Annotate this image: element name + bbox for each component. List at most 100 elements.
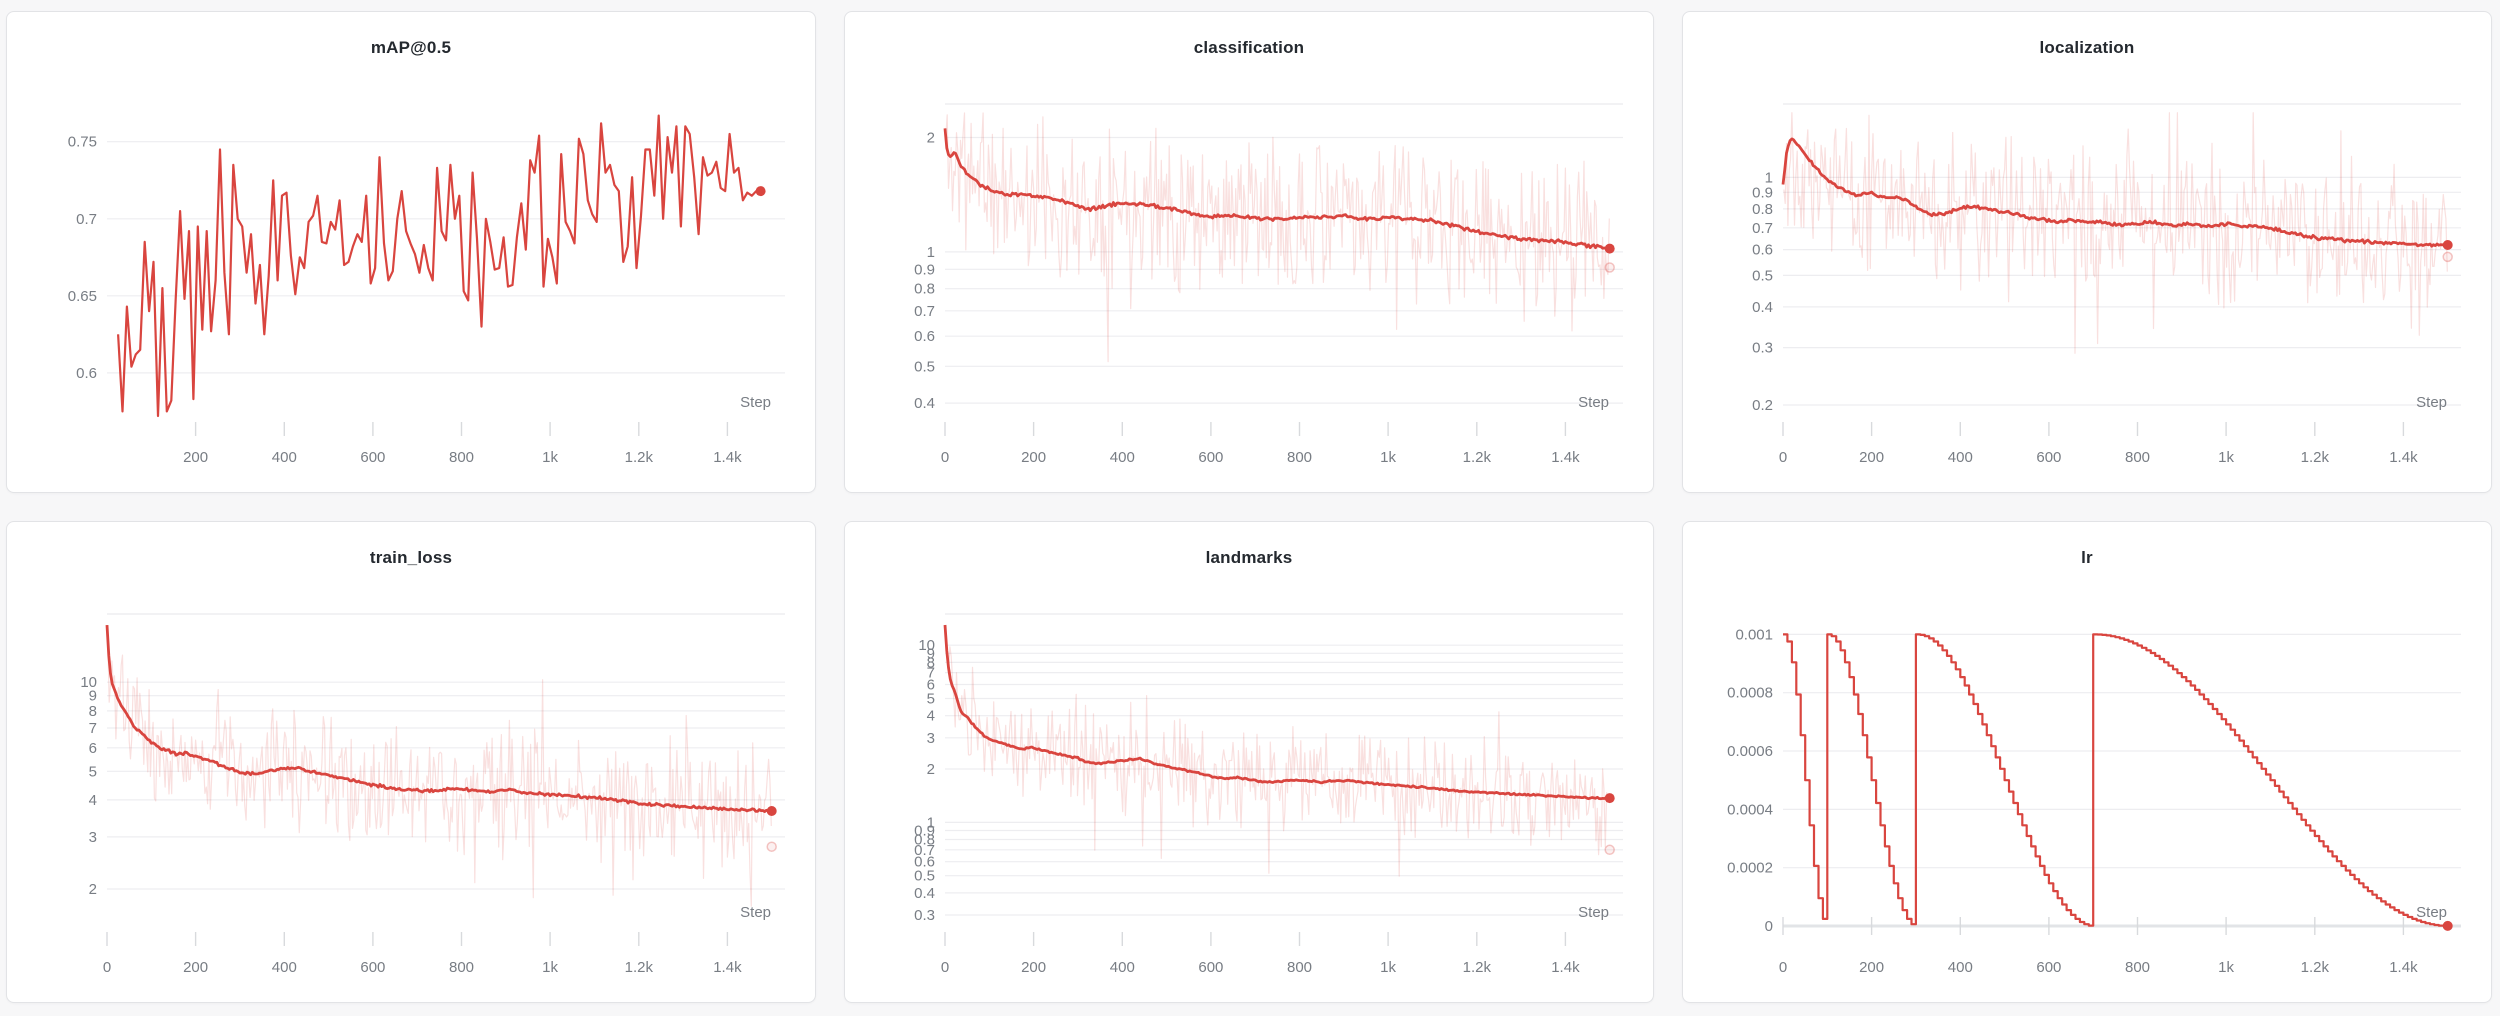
chart-canvas-map05[interactable]: 0.6 0.65 0.7 0.75 200 400 600 800 1k 1.2k 1.4k Step — [7, 12, 815, 492]
x-tick-label: 1k — [2218, 449, 2234, 466]
chart-panel-train-loss[interactable]: train_loss 10 9 8 7 6 5 4 3 2 0 200 400 600 800 1k 1.2k… — [6, 521, 816, 1003]
chart-panel-map05[interactable]: mAP@0.5 0.6 0.65 0.7 0.75 200 400 600 800 1k 1.2k… — [6, 11, 816, 493]
main-series-path — [943, 624, 1611, 801]
chart-panel-classification[interactable]: classification 2 1 0.9 0.8 0.7 0.6 0.5 0.4 0 200 4… — [844, 11, 1654, 493]
x-tick-label: 1.4k — [2389, 959, 2418, 976]
y-tick-label: 0.0006 — [1727, 743, 1773, 760]
y-tick-label: 0.4 — [914, 885, 935, 902]
chart-panel-landmarks[interactable]: landmarks 10 9 8 7 6 5 4 3 2 1 0.9 0.8 0.7 0.6 0.5 0.4 0… — [844, 521, 1654, 1003]
y-tick-label: 0.9 — [914, 823, 935, 840]
y-tick-label: 9 — [89, 688, 97, 705]
y-tick-label: 2 — [89, 881, 97, 898]
chart-canvas-localization[interactable]: 10.90.8 0.7 0.6 0.5 0.4 0.3 0.2 0 200 400 600 800 1k… — [1683, 12, 2491, 492]
y-tick-label: 0.6 — [76, 365, 97, 382]
x-tick-label: 1k — [542, 449, 558, 466]
chart-canvas-classification[interactable]: 2 10.9 0.8 0.7 0.6 0.5 0.4 0 200 400 600 800 1k 1.2k 1… — [845, 12, 1653, 492]
x-tick-label: 600 — [1198, 959, 1223, 976]
y-tick-label: 0.75 — [68, 134, 97, 151]
main-series-path — [1781, 137, 2449, 248]
x-tick-label: 0 — [1779, 449, 1787, 466]
x-axis-label: Step — [2416, 394, 2447, 411]
raw-series-path — [107, 643, 772, 907]
y-tick-label: 2 — [927, 130, 935, 147]
chart-title-map05: mAP@0.5 — [370, 38, 452, 57]
x-tick-label: 1.2k — [2301, 959, 2330, 976]
y-tick-label: 0.7 — [914, 842, 935, 859]
x-tick-label: 0 — [1779, 959, 1787, 976]
ghost-end-dot — [1604, 262, 1615, 273]
end-dot — [1604, 793, 1615, 804]
ghost-end-dot — [1604, 844, 1615, 856]
y-tick-label: 0.0004 — [1727, 801, 1773, 818]
y-tick-label: 4 — [927, 708, 935, 725]
chart-panel-lr[interactable]: lr 0 0.0002 0.0004 0.0006 0.0008 0.001 0 200 400… — [1682, 521, 2492, 1003]
x-tick-label: 400 — [1110, 449, 1135, 466]
y-tick-label: 0.7 — [1752, 220, 1773, 237]
y-tick-label: 0.0008 — [1727, 685, 1773, 702]
y-tick-label: 0.3 — [1752, 340, 1773, 357]
y-tick-label: 0.65 — [68, 288, 97, 305]
x-tick-label: 1k — [542, 959, 558, 976]
main-series-path — [943, 128, 1610, 250]
y-tick-label: 2 — [927, 761, 935, 778]
x-tick-label: 400 — [1948, 959, 1973, 976]
y-tick-label: 0.2 — [1752, 397, 1773, 414]
x-axis-label: Step — [2416, 904, 2447, 921]
chart-panel-localization[interactable]: localization 1 0.9 0.8 0.7 0.6 0.5 0.4 0.3 0.2 0 2… — [1682, 11, 2492, 493]
x-tick-label: 1k — [2218, 959, 2234, 976]
end-dot — [755, 186, 766, 197]
x-tick-label: 600 — [360, 959, 385, 976]
x-tick-label: 1k — [1380, 959, 1396, 976]
x-tick-label: 400 — [272, 449, 297, 466]
y-tick-label: 0.6 — [914, 854, 935, 871]
x-tick-label: 200 — [1021, 449, 1046, 466]
x-tick-label: 1.4k — [2389, 449, 2418, 466]
ghost-end-dot — [766, 841, 777, 852]
x-tick-label: 800 — [2125, 959, 2150, 976]
x-tick-label: 200 — [183, 959, 208, 976]
y-tick-label: 0 — [1765, 918, 1773, 935]
x-tick-label: 400 — [1110, 959, 1135, 976]
x-axis-label: Step — [740, 394, 771, 411]
y-tick-label: 9 — [927, 645, 935, 662]
main-series-path — [117, 114, 761, 418]
x-tick-label: 0 — [941, 959, 949, 976]
x-tick-label: 400 — [272, 959, 297, 976]
x-axis-label: Step — [1578, 904, 1609, 921]
y-tick-label: 4 — [89, 792, 97, 809]
raw-series-path — [1783, 112, 2448, 354]
y-tick-label: 1 — [1765, 169, 1773, 186]
y-tick-label: 7 — [89, 720, 97, 737]
x-tick-label: 800 — [449, 959, 474, 976]
chart-title-landmarks: landmarks — [1205, 548, 1293, 567]
main-series-path — [1783, 633, 2448, 927]
y-tick-label: 8 — [89, 703, 97, 720]
y-tick-label: 1 — [927, 244, 935, 261]
y-tick-label: 1 — [927, 814, 935, 831]
x-axis-label: Step — [740, 904, 771, 921]
y-tick-label: 0.8 — [914, 281, 935, 298]
x-tick-label: 800 — [449, 449, 474, 466]
y-tick-label: 0.8 — [914, 832, 935, 849]
y-tick-label: 5 — [927, 691, 935, 708]
y-tick-label: 10 — [918, 637, 935, 654]
y-tick-label: 0.5 — [1752, 267, 1773, 284]
y-tick-label: 3 — [927, 730, 935, 747]
x-tick-label: 1k — [1380, 449, 1396, 466]
chart-canvas-lr[interactable]: 0 0.0002 0.0004 0.0006 0.0008 0.001 0 200 400 600… — [1683, 522, 2491, 1002]
end-dot — [766, 806, 777, 816]
x-axis-label: Step — [1578, 394, 1609, 411]
y-tick-label: 0.8 — [1752, 201, 1773, 218]
x-tick-label: 800 — [2125, 449, 2150, 466]
y-tick-label: 10 — [80, 674, 97, 691]
y-tick-label: 8 — [927, 654, 935, 671]
y-tick-label: 0.4 — [1752, 299, 1773, 316]
raw-series-path — [945, 112, 1610, 363]
y-tick-label: 0.001 — [1735, 626, 1773, 643]
x-tick-label: 1.4k — [1551, 449, 1580, 466]
end-dot — [2442, 240, 2453, 250]
x-tick-label: 400 — [1948, 449, 1973, 466]
